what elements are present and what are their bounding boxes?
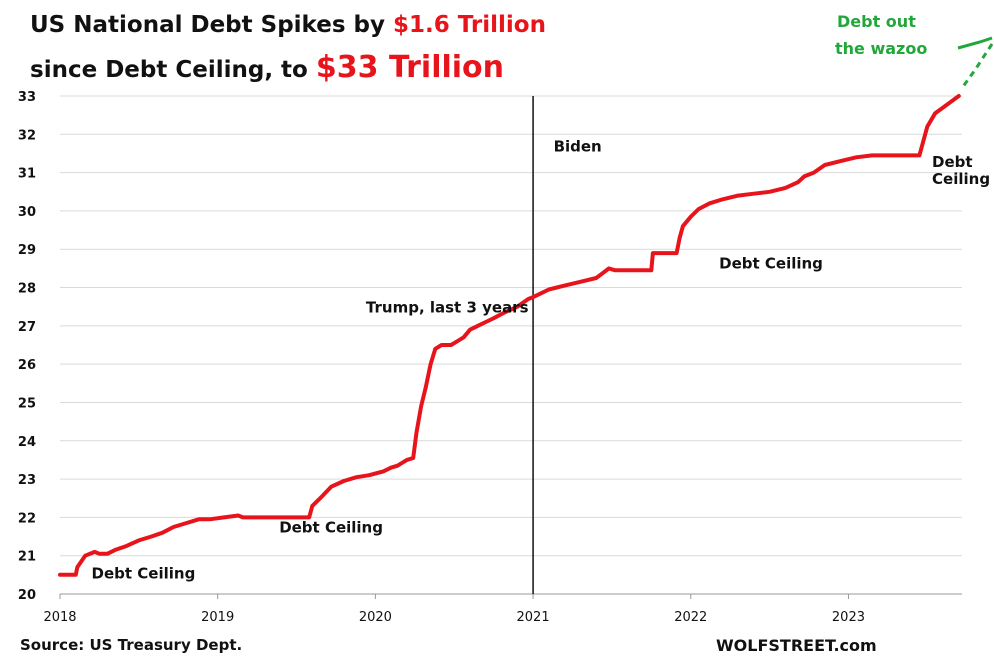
chart-annotation: Debt Ceiling (279, 519, 383, 537)
chart-annotation: Debt Ceiling (719, 254, 823, 272)
x-tick-label: 2018 (43, 610, 76, 625)
title-line-2-text: since Debt Ceiling, to (30, 57, 316, 83)
x-tick-label: 2022 (674, 610, 707, 625)
chart-annotation: Biden (554, 138, 602, 156)
callout-text-line-1: Debt out (837, 12, 916, 31)
x-tick-label: 2023 (832, 610, 865, 625)
y-tick-label: 24 (18, 435, 36, 450)
y-tick-label: 31 (18, 167, 36, 182)
brand-credit: WOLFSTREET.com (716, 636, 877, 655)
source-note: Source: US Treasury Dept. (20, 636, 243, 654)
x-tick-label: 2019 (201, 610, 234, 625)
y-tick-label: 26 (18, 358, 36, 373)
title-line-1-text: US National Debt Spikes by (30, 12, 393, 38)
chart-annotation: Ceiling (932, 170, 990, 188)
y-tick-label: 20 (18, 588, 36, 603)
debt-series-line (58, 94, 961, 577)
y-tick-label: 30 (18, 205, 36, 220)
y-tick-label: 22 (18, 511, 36, 526)
callout-connector (957, 36, 993, 50)
y-tick-label: 23 (18, 473, 36, 488)
y-tick-label: 21 (18, 550, 36, 565)
y-tick-label: 33 (18, 90, 36, 105)
x-tick-label: 2020 (359, 610, 392, 625)
chart-title-line-1: US National Debt Spikes by $1.6 Trillion (30, 12, 546, 38)
y-tick-label: 27 (18, 320, 36, 335)
chart-annotation: Debt (932, 153, 973, 171)
y-tick-label: 28 (18, 282, 36, 297)
y-tick-label: 29 (18, 243, 36, 258)
x-tick-label: 2021 (517, 610, 550, 625)
chart-annotation: Trump, last 3 years (366, 298, 529, 316)
title-highlight-amount: $1.6 Trillion (393, 12, 546, 38)
chart-annotation: Debt Ceiling (92, 565, 196, 583)
callout-text-line-2: the wazoo (835, 39, 927, 58)
title-highlight-total: $33 Trillion (315, 50, 505, 85)
chart-title-line-2: since Debt Ceiling, to $33 Trillion (30, 50, 504, 85)
callout-dashed-projection (960, 43, 994, 89)
y-tick-label: 25 (18, 396, 36, 411)
y-tick-label: 32 (18, 128, 36, 143)
